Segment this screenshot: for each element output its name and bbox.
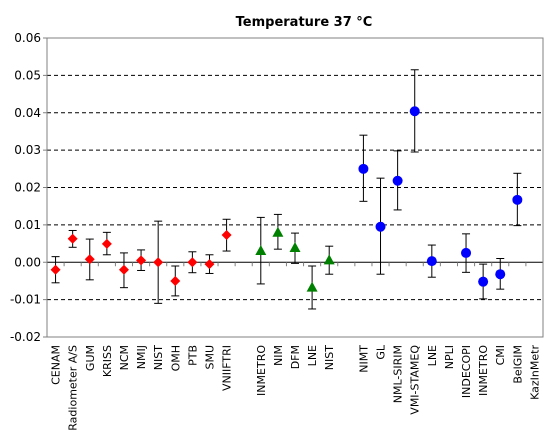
y-tick-label: 0.04 — [14, 106, 41, 120]
x-category-label: LNE — [306, 345, 319, 366]
x-category-label: NML-SIRIM — [392, 345, 405, 403]
diamond-marker — [170, 275, 181, 286]
chart-title: Temperature 37 °C — [236, 15, 373, 30]
triangle-marker — [255, 245, 267, 256]
x-category-label: CMI — [494, 345, 507, 365]
diamond-marker — [204, 259, 215, 270]
x-category-label: GUM — [84, 345, 97, 371]
circle-marker — [512, 194, 523, 205]
diamond-marker — [101, 238, 112, 249]
x-category-label: BelGIM — [511, 345, 524, 384]
x-category-label: INDECOPI — [460, 345, 473, 398]
circle-marker — [461, 247, 472, 258]
circle-marker — [426, 256, 437, 267]
x-category-label: SMU — [203, 345, 216, 370]
x-category-label: VMI-STAMEQ — [409, 345, 422, 415]
circle-marker — [392, 175, 403, 186]
circle-marker — [495, 269, 506, 280]
triangle-marker — [289, 242, 301, 253]
diamond-marker — [118, 264, 129, 275]
x-category-label: OMH — [169, 345, 182, 371]
x-category-label: NPLI — [443, 345, 456, 369]
x-category-label: PTB — [186, 345, 199, 366]
data-points — [50, 69, 523, 310]
diamond-marker — [153, 257, 164, 268]
y-tick-label: 0.00 — [14, 255, 41, 269]
y-tick-label: 0.03 — [14, 143, 41, 157]
x-category-label: INMETRO — [477, 345, 490, 396]
circle-marker — [358, 163, 369, 174]
diamond-marker — [187, 257, 198, 268]
circle-marker — [375, 221, 386, 232]
circle-marker — [409, 106, 420, 117]
y-tick-label: 0.06 — [14, 31, 41, 45]
triangle-marker — [306, 281, 318, 292]
x-category-label: KRISS — [101, 345, 114, 377]
triangle-marker — [323, 254, 335, 265]
circle-marker — [478, 276, 489, 287]
x-category-label: NIST — [152, 345, 165, 370]
diamond-marker — [67, 233, 78, 244]
grid-lines — [47, 37, 543, 338]
triangle-marker — [272, 226, 284, 237]
diamond-marker — [50, 264, 61, 275]
y-tick-label: 0.02 — [14, 181, 41, 195]
diamond-marker — [84, 254, 95, 265]
y-tick-label: -0.01 — [10, 293, 41, 307]
y-tick-label: 0.01 — [14, 218, 41, 232]
x-category-label: INMETRO — [255, 345, 268, 396]
diamond-marker — [136, 255, 147, 266]
x-category-label: Radiometer A/S — [67, 345, 80, 431]
x-category-label: DFM — [289, 345, 302, 369]
x-category-label: NIM — [272, 345, 285, 366]
x-category-label: NIST — [323, 345, 336, 370]
x-category-label: VNIIFTRI — [221, 345, 234, 391]
x-category-label: LNE — [426, 345, 439, 366]
diamond-marker — [221, 229, 232, 240]
y-axis: -0.02 -0.01 0.00 0.01 0.02 0.03 0.04 0.05 0.06 — [10, 31, 47, 344]
y-tick-label: 0.05 — [14, 68, 41, 82]
y-tick-label: -0.02 — [10, 330, 41, 344]
x-category-label: NMIJ — [135, 345, 148, 369]
x-category-label: CENAM — [50, 345, 63, 385]
x-category-label: NIMT — [357, 345, 370, 373]
x-category-label: KazInMetr — [528, 345, 541, 400]
x-category-label: GL — [375, 344, 388, 360]
x-category-label: NCM — [118, 345, 131, 370]
x-axis: CENAM Radiometer A/S GUM KRISS NCM NMIJ NIST OM… — [46, 262, 544, 431]
